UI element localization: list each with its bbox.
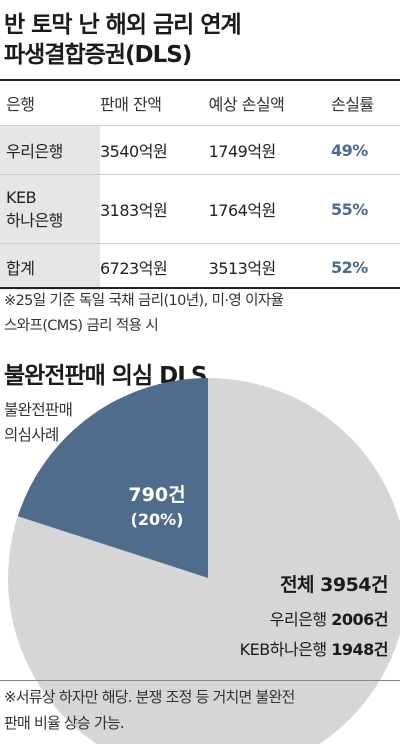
- footer-note: ※서류상 하자만 해당. 분쟁 조정 등 거치면 불완전 판매 비율 상승 가능…: [4, 684, 295, 736]
- main-title: 반 토막 난 해외 금리 연계 파생결합증권(DLS): [4, 10, 242, 70]
- cell-bank: 합계: [0, 243, 100, 290]
- cell-rate: 52%: [330, 243, 400, 290]
- pie-slice-total: [8, 378, 400, 744]
- breakdown-keb: KEB하나은행 1948건: [239, 636, 389, 660]
- table-row-keb: KEB 하나은행 3183억원 1764억원 55%: [0, 174, 400, 244]
- cell-loss: 1749억원: [208, 125, 331, 175]
- cell-bank: KEB 하나은행: [0, 174, 100, 244]
- cell-sales: 3183억원: [100, 174, 209, 244]
- cell-rate: 49%: [330, 125, 400, 175]
- dls-table: 은행 판매 잔액 예상 손실액 손실률 우리은행 3540억원 1749억원 4…: [0, 81, 400, 290]
- column-header-bank: 은행: [6, 95, 35, 114]
- cell-rate: 55%: [330, 174, 400, 244]
- cell-loss: 1764억원: [208, 174, 331, 244]
- suspected-label-line2: 의심사례: [4, 426, 59, 444]
- table-row-woori: 우리은행 3540억원 1749억원 49%: [0, 125, 400, 175]
- cell-bank-line1: KEB: [6, 187, 37, 207]
- breakdown-woori-name: 우리은행: [269, 610, 327, 629]
- main-title-line2: 파생결합증권(DLS): [4, 42, 192, 68]
- breakdown-woori: 우리은행 2006건: [269, 606, 389, 630]
- suspected-label: 불완전판매 의심사례: [4, 398, 73, 448]
- main-title-line1: 반 토막 난 해외 금리 연계: [4, 12, 242, 38]
- footer-rule: [0, 680, 400, 681]
- table-top-rule: [0, 79, 400, 81]
- cell-bank: 우리은행: [0, 125, 100, 175]
- table-footnote-line1: ※25일 기준 독일 국채 금리(10년), 미·영 이자율: [4, 293, 284, 309]
- table-row-total: 합계 6723억원 3513억원 52%: [0, 243, 400, 290]
- footer-note-line1: ※서류상 하자만 해당. 분쟁 조정 등 거치면 불완전: [4, 688, 295, 706]
- table-footnote: ※25일 기준 독일 국채 금리(10년), 미·영 이자율 스와프(CMS) …: [4, 289, 284, 339]
- breakdown-woori-value: 2006건: [331, 610, 388, 629]
- cell-bank-line2: 하나은행: [6, 210, 63, 230]
- table-footnote-line2: 스와프(CMS) 금리 적용 시: [4, 318, 159, 334]
- suspected-label-line1: 불완전판매: [4, 401, 73, 419]
- cell-sales: 6723억원: [100, 243, 209, 290]
- cell-loss: 3513억원: [208, 243, 331, 290]
- table-bottom-rule: [0, 287, 400, 289]
- breakdown-keb-name: KEB하나은행: [239, 640, 327, 659]
- table-header-row: 은행 판매 잔액 예상 손실액 손실률: [0, 81, 400, 126]
- breakdown-keb-value: 1948건: [331, 640, 388, 659]
- suspected-percent: (20%): [130, 510, 184, 529]
- column-header-sales: 판매 잔액: [100, 95, 162, 114]
- cell-sales: 3540억원: [100, 125, 209, 175]
- column-header-rate: 손실률: [330, 95, 374, 114]
- pie-total: 전체 3954건: [280, 574, 388, 596]
- column-header-loss: 예상 손실액: [208, 95, 285, 114]
- pie-slice-suspected: [17, 378, 208, 578]
- footer-note-line2: 판매 비율 상승 가능.: [4, 714, 125, 732]
- suspected-value: 790건: [128, 484, 186, 506]
